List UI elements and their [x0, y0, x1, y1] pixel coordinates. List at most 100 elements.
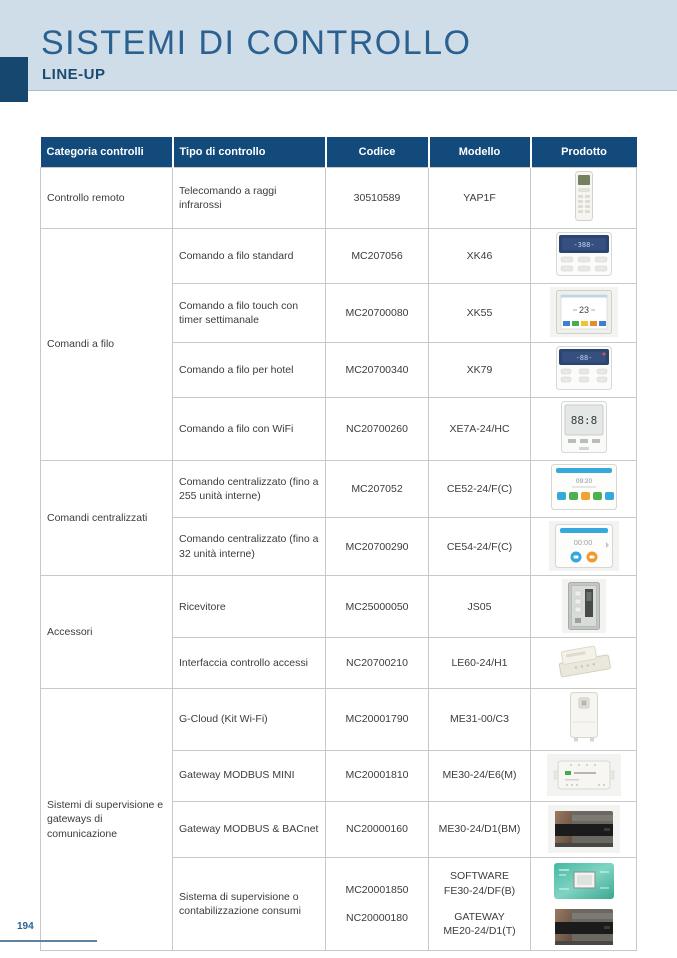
- codice-line: MC20001850: [345, 883, 409, 896]
- dark-gateway-photo: [554, 907, 614, 947]
- prodotto-cell: [530, 637, 637, 690]
- tipo-cell: Ricevitore: [172, 575, 326, 639]
- wifi-controller-photo: 88:8: [560, 400, 607, 453]
- centralized-controller-32-photo: 00:00: [548, 521, 619, 572]
- lineup-table: Categoria controlli Tipo di controllo Co…: [40, 137, 637, 951]
- clock-display: 09:20: [575, 478, 592, 485]
- prodotto-cell: 00:00: [530, 517, 637, 577]
- page-subtitle: LINE-UP: [42, 66, 106, 83]
- table-row: Gateway MODBUS & BACnet NC20000160 ME30-…: [41, 800, 637, 858]
- codice-cell: MC20001790: [325, 688, 429, 751]
- table-row: Sistemi di supervisione e gateways di co…: [40, 688, 637, 951]
- codice-cell: MC20001810: [325, 749, 429, 802]
- codice-cell: NC20700260: [325, 396, 429, 461]
- codice-cell: MC20700080: [325, 283, 429, 343]
- header-prodotto: Prodotto: [529, 137, 637, 168]
- codice-cell: MC20700340: [325, 341, 429, 398]
- receiver-photo: [561, 579, 606, 634]
- modello-cell: CE52-24/F(C): [428, 459, 531, 519]
- page-title: SISTEMI DI CONTROLLO: [41, 24, 472, 62]
- modello-cell: XK55: [428, 283, 531, 343]
- table-row: Comando a filo per hotel MC20700340 XK79…: [41, 341, 637, 398]
- tipo-cell: Comando a filo touch con timer settimana…: [172, 283, 326, 343]
- tipo-cell: G-Cloud (Kit Wi-Fi): [172, 688, 326, 751]
- codice-cell: NC20000160: [325, 800, 429, 858]
- table-row: Accessori Ricevitore MC25000050 JS05: [40, 575, 637, 690]
- modello-cell: XE7A-24/HC: [428, 396, 531, 461]
- prodotto-cell: -388-: [530, 228, 637, 285]
- footer-line: [0, 940, 97, 942]
- accent-square: [0, 57, 28, 102]
- tipo-cell: Interfaccia controllo accessi: [172, 637, 326, 690]
- gcloud-kit-photo: [569, 692, 598, 742]
- prodotto-cell: [530, 688, 637, 751]
- modello-cell: ME30-24/D1(BM): [428, 800, 531, 858]
- category-cell: Comandi centralizzati: [40, 459, 173, 577]
- modello-cell: YAP1F: [428, 166, 531, 230]
- modello-cell: SOFTWARE FE30-24/DF(B) GATEWAY ME20-24/D…: [428, 856, 531, 951]
- modello-line: ME20-24/D1(T): [443, 924, 516, 937]
- modello-line: SOFTWARE: [449, 870, 510, 883]
- prodotto-cell: 23: [530, 283, 637, 343]
- modello-cell: ME30-24/E6(M): [428, 749, 531, 802]
- category-cell: Comandi a filo: [40, 228, 173, 461]
- centralized-controller-255-photo: 09:20: [550, 463, 617, 510]
- header-tipo: Tipo di controllo: [171, 137, 326, 168]
- modello-line: FE30-24/DF(B): [443, 884, 516, 897]
- codice-cell: 30510589: [325, 166, 429, 230]
- codice-cell: MC25000050: [325, 575, 429, 639]
- category-cell: Accessori: [40, 575, 173, 690]
- tipo-cell: Gateway MODBUS & BACnet: [172, 800, 326, 858]
- table-row: Comandi centralizzati Comando centralizz…: [40, 459, 637, 577]
- codice-cell: MC20001850 NC20000180: [325, 856, 429, 951]
- table-row: Interfaccia controllo accessi NC20700210…: [41, 637, 637, 690]
- category-cell: Sistemi di supervisione e gateways di co…: [40, 688, 173, 951]
- codice-cell: NC20700210: [325, 637, 429, 690]
- hotel-controller-photo: -88-: [555, 345, 612, 390]
- table-row: Comando a filo con WiFi NC20700260 XE7A-…: [41, 396, 637, 461]
- modello-cell: XK46: [428, 228, 531, 285]
- category-cell: Controllo remoto: [40, 166, 173, 230]
- modello-cell: CE54-24/F(C): [428, 517, 531, 577]
- header-modello: Modello: [427, 137, 531, 168]
- prodotto-cell: [530, 800, 637, 858]
- tipo-cell: Comando centralizzato (fino a 255 unità …: [172, 459, 326, 519]
- wired-controller-photo: -388-: [555, 232, 612, 277]
- ir-remote-photo: [574, 171, 593, 221]
- table-row: Comando a filo touch con timer settimana…: [41, 283, 637, 343]
- modello-cell: ME31-00/C3: [428, 688, 531, 751]
- clock-display: 00:00: [573, 538, 592, 547]
- modbus-mini-photo: [546, 753, 621, 796]
- prodotto-cell: -88-: [530, 341, 637, 398]
- lcd-display: -88-: [575, 354, 592, 362]
- header-codice: Codice: [324, 137, 429, 168]
- prodotto-cell: 09:20: [530, 459, 637, 519]
- tipo-cell: Comando centralizzato (fino a 32 unità i…: [172, 517, 326, 577]
- prodotto-cell: [530, 166, 637, 230]
- software-board-photo: [553, 861, 615, 901]
- header-categoria: Categoria controlli: [40, 137, 173, 168]
- tipo-cell: Comando a filo per hotel: [172, 341, 326, 398]
- codice-line: NC20000180: [346, 911, 408, 924]
- modello-cell: LE60-24/H1: [428, 637, 531, 690]
- prodotto-cell: [530, 575, 637, 639]
- touch-controller-photo: 23: [549, 287, 618, 338]
- tipo-cell: Comando a filo standard: [172, 228, 326, 285]
- header-band: [0, 0, 677, 91]
- tipo-cell: Sistema di supervisione o contabilizzazi…: [172, 856, 326, 951]
- codice-cell: MC207056: [325, 228, 429, 285]
- prodotto-cell: [530, 749, 637, 802]
- modello-cell: XK79: [428, 341, 531, 398]
- temperature-display: 23: [578, 305, 588, 315]
- page-number: 194: [17, 921, 34, 932]
- modello-line: GATEWAY: [454, 910, 505, 923]
- lcd-display: 88:8: [570, 414, 597, 427]
- table-header-row: Categoria controlli Tipo di controllo Co…: [40, 137, 637, 168]
- tipo-cell: Telecomando a raggi infrarossi: [172, 166, 326, 230]
- codice-cell: MC20700290: [325, 517, 429, 577]
- prodotto-cell: [530, 856, 637, 951]
- lcd-display: -388-: [573, 241, 594, 249]
- modello-cell: JS05: [428, 575, 531, 639]
- table-row: Comandi a filo Comando a filo standard M…: [40, 228, 637, 461]
- prodotto-cell: 88:8: [530, 396, 637, 461]
